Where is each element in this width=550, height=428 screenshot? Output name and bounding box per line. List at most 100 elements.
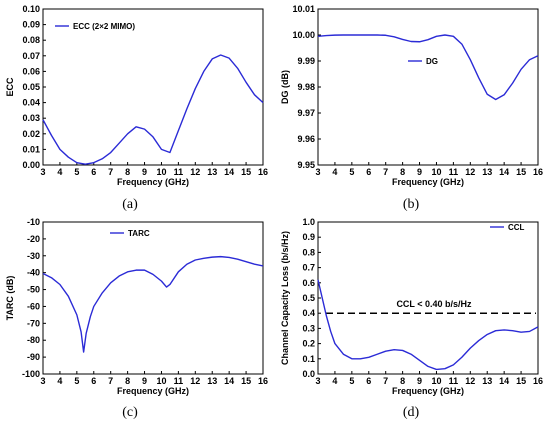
y-tick-label: -60 [27, 301, 40, 311]
y-tick-label: 0.3 [302, 323, 315, 333]
x-tick-label: 9 [142, 167, 147, 177]
x-tick-label: 13 [482, 167, 492, 177]
y-tick-label: 1.0 [302, 217, 315, 227]
x-tick-label: 12 [465, 376, 475, 386]
x-tick-label: 12 [190, 167, 200, 177]
x-tick-label: 16 [533, 376, 543, 386]
x-tick-label: 15 [516, 167, 526, 177]
y-tick-label: -30 [27, 251, 40, 261]
y-tick-label: -40 [27, 268, 40, 278]
legend: TARC [110, 229, 150, 238]
y-axis-label: ECC [5, 77, 15, 97]
x-tick-label: 12 [190, 376, 200, 386]
y-tick-label: 9.95 [297, 160, 315, 170]
y-tick-label: 0.6 [302, 278, 315, 288]
x-tick-label: 9 [142, 376, 147, 386]
x-axis-label: Frequency (GHz) [117, 177, 189, 187]
y-tick-label: 0.4 [302, 308, 315, 318]
x-tick-label: 5 [349, 376, 354, 386]
x-tick-label: 6 [91, 167, 96, 177]
x-tick-label: 15 [516, 376, 526, 386]
legend-label: DG [426, 57, 438, 66]
y-tick-label: 9.97 [297, 108, 315, 118]
chart-panel-4: 3 4 5 6 7 8 9 10 11 12 13 14 15 16 0.0 0.1 0.2 0.3 0.4 0.5 0… [280, 217, 543, 420]
y-tick-label: -100 [22, 369, 40, 379]
y-tick-label: 0.2 [302, 339, 315, 349]
x-tick-label: 15 [241, 167, 251, 177]
x-tick-label: 10 [156, 167, 166, 177]
x-tick-label: 12 [465, 167, 475, 177]
x-tick-label: 11 [449, 167, 459, 177]
y-tick-label: 0.10 [22, 4, 40, 14]
y-tick-label: 0.8 [302, 247, 315, 257]
plot-frame [317, 221, 539, 375]
y-tick-label: 0.02 [22, 129, 40, 139]
legend: DG [408, 57, 438, 66]
y-tick-label: 0.01 [22, 144, 40, 154]
x-tick-label: 11 [174, 376, 184, 386]
y-tick-label: 9.98 [297, 82, 315, 92]
x-tick-label: 14 [224, 376, 234, 386]
x-tick-label: 15 [241, 376, 251, 386]
y-tick-label: -80 [27, 335, 40, 345]
panel-label: (c) [122, 405, 138, 420]
y-tick-label: 10.01 [292, 4, 315, 14]
x-tick-label: 7 [383, 167, 388, 177]
x-tick-label: 4 [57, 376, 62, 386]
plot-frame [317, 8, 539, 166]
x-tick-label: 4 [332, 376, 337, 386]
panel-label: (b) [403, 197, 420, 212]
x-tick-label: 14 [224, 167, 234, 177]
y-tick-label: 9.96 [297, 134, 315, 144]
x-tick-label: 3 [315, 167, 320, 177]
series-line-ccl [317, 279, 539, 371]
y-tick-label: 0.04 [22, 98, 40, 108]
y-tick-label: 0.06 [22, 66, 40, 76]
plot-frame [42, 221, 264, 375]
y-tick-label: -50 [27, 285, 40, 295]
y-tick-label: 0.09 [22, 20, 40, 30]
x-tick-label: 4 [332, 167, 337, 177]
x-tick-label: 14 [499, 167, 509, 177]
legend-label: TARC [128, 229, 150, 238]
y-tick-label: 0.7 [302, 263, 315, 273]
y-tick-label: -10 [27, 217, 40, 227]
y-axis-label: Channel Capacity Loss (b/s/Hz) [280, 231, 290, 365]
x-tick-label: 11 [174, 167, 184, 177]
chart-panel-1: 3 4 5 6 7 8 9 10 11 12 13 14 15 16 0.00 0.01 0.02 0.03 0.0… [5, 4, 268, 212]
y-tick-label: 9.99 [297, 56, 315, 66]
x-tick-label: 5 [74, 167, 79, 177]
y-tick-label: -20 [27, 234, 40, 244]
x-tick-label: 11 [449, 376, 459, 386]
series-line-ecc-2-2-mimo- [42, 54, 264, 165]
x-tick-label: 6 [366, 167, 371, 177]
x-tick-label: 7 [108, 376, 113, 386]
y-tick-label: 0.1 [302, 354, 315, 364]
x-tick-label: 9 [417, 167, 422, 177]
y-tick-label: 0.03 [22, 113, 40, 123]
x-tick-label: 6 [366, 376, 371, 386]
legend-label: ECC (2×2 MIMO) [73, 22, 135, 31]
x-tick-label: 8 [125, 376, 130, 386]
x-tick-label: 8 [400, 167, 405, 177]
x-tick-label: 3 [40, 167, 45, 177]
x-tick-label: 7 [108, 167, 113, 177]
y-tick-label: 0.07 [22, 51, 40, 61]
x-tick-label: 10 [156, 376, 166, 386]
x-tick-label: 7 [383, 376, 388, 386]
legend: ECC (2×2 MIMO) [55, 22, 135, 31]
x-axis-label: Frequency (GHz) [392, 386, 464, 396]
y-tick-label: -70 [27, 318, 40, 328]
legend-label: CCL [508, 223, 525, 232]
panel-label: (a) [122, 197, 138, 212]
y-tick-label: 0.08 [22, 35, 40, 45]
y-tick-label: 0.0 [302, 369, 315, 379]
x-axis-label: Frequency (GHz) [117, 386, 189, 396]
x-tick-label: 4 [57, 167, 62, 177]
x-tick-label: 8 [125, 167, 130, 177]
x-tick-label: 14 [499, 376, 509, 386]
x-tick-label: 13 [482, 376, 492, 386]
y-tick-label: -90 [27, 352, 40, 362]
x-tick-label: 8 [400, 376, 405, 386]
